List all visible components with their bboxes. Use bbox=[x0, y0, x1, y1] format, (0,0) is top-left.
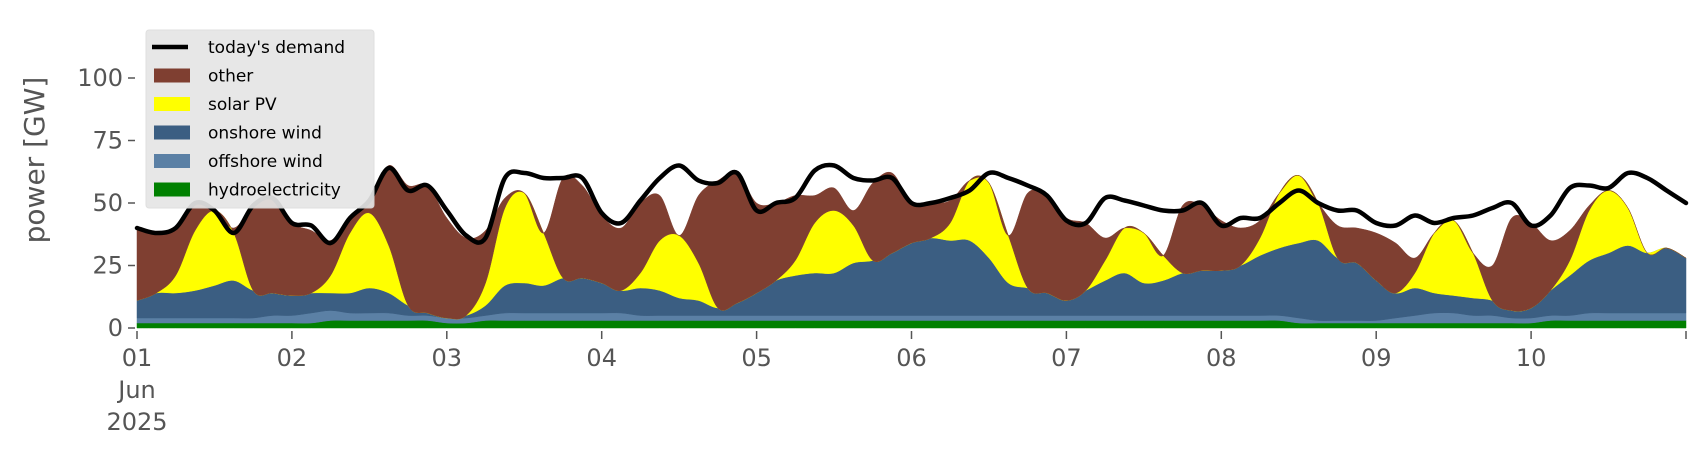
x-tick-label-2025-06-04: 04 bbox=[586, 344, 617, 372]
legend-label-solar-pv: solar PV bbox=[208, 95, 277, 115]
legend-swatch-onshore-wind bbox=[154, 125, 190, 140]
x-tick-label-2025-06-10: 10 bbox=[1516, 344, 1547, 372]
y-axis-title: power [GW] bbox=[18, 77, 51, 244]
legend-label-onshore-wind: onshore wind bbox=[208, 124, 322, 144]
x-tick-label-2025-06-02: 02 bbox=[277, 344, 308, 372]
line-today-s-demand bbox=[134, 162, 1689, 246]
y-tick-label-0: 0 bbox=[108, 314, 123, 342]
stacked-areas bbox=[136, 165, 1687, 329]
legend-box bbox=[145, 29, 375, 209]
x-tick-label-2025-06-06: 06 bbox=[896, 344, 927, 372]
y-axis: 0 25 50 75 100 bbox=[77, 64, 135, 342]
legend-swatch-solar-pv bbox=[154, 97, 190, 111]
y-tick-label-25: 25 bbox=[92, 252, 123, 280]
y-tick-label-75: 75 bbox=[92, 127, 123, 155]
legend-label-today-s-demand: today's demand bbox=[208, 38, 345, 58]
legend-swatch-hydroelectricity bbox=[154, 182, 190, 197]
y-tick-label-50: 50 bbox=[92, 189, 123, 217]
legend-label-hydroelectricity: hydroelectricity bbox=[208, 181, 341, 201]
x-tick-label-2025-06-03: 03 bbox=[432, 344, 463, 372]
x-tick-label-2025-06-09: 09 bbox=[1361, 344, 1392, 372]
x-axis: 01 Jun 2025 02 03 04 05 06 07 08 09 10 bbox=[106, 331, 1687, 436]
legend-label-offshore-wind: offshore wind bbox=[208, 152, 323, 172]
area-other bbox=[136, 165, 1687, 320]
y-tick-label-100: 100 bbox=[77, 64, 123, 92]
legend-swatch-other bbox=[154, 68, 190, 83]
demand-line-group bbox=[134, 162, 1689, 246]
x-tick-label-2025-06-07: 07 bbox=[1051, 344, 1082, 372]
legend-label-other: other bbox=[208, 67, 253, 87]
legend-swatch-offshore-wind bbox=[154, 154, 190, 168]
x-tick-label-2025-06-08: 08 bbox=[1206, 344, 1237, 372]
x-tick-label-2025-06-01: 01 Jun 2025 bbox=[106, 344, 167, 436]
legend: today's demand other solar PV onshore wind o… bbox=[145, 29, 375, 209]
x-tick-label-2025-06-05: 05 bbox=[741, 344, 772, 372]
